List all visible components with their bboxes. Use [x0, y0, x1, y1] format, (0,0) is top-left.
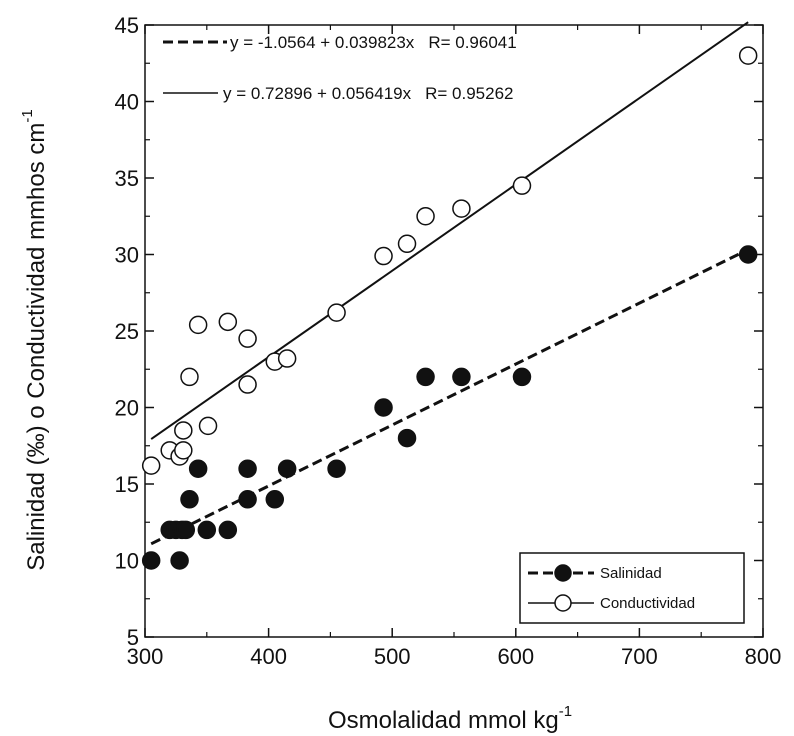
point-salinidad	[277, 459, 297, 478]
point-conductividad	[277, 349, 297, 368]
point-salinidad	[738, 245, 758, 264]
point-salinidad	[218, 520, 238, 540]
y-tick-label: 5	[127, 625, 139, 650]
point-conductividad	[512, 176, 532, 195]
y-tick-label: 15	[115, 472, 139, 497]
legend-salinidad-marker	[554, 564, 572, 582]
equation-conductividad: y = 0.72896 + 0.056419x R= 0.95262	[223, 84, 514, 103]
x-tick-label: 500	[374, 644, 411, 669]
point-conductividad	[452, 199, 471, 218]
point-salinidad	[397, 428, 417, 448]
legend: Salinidad Conductividad	[519, 552, 745, 624]
y-tick-label: 20	[115, 396, 139, 421]
y-tick-label: 40	[115, 90, 139, 115]
y-tick-label: 25	[115, 319, 139, 344]
x-tick-label: 800	[745, 644, 782, 669]
equation-salinidad: y = -1.0564 + 0.039823x R= 0.96041	[230, 33, 517, 52]
point-conductividad	[180, 367, 199, 387]
point-conductividad	[238, 329, 257, 348]
fit-line-conductividad	[150, 21, 749, 440]
point-salinidad	[170, 551, 189, 570]
point-conductividad	[174, 421, 193, 440]
point-salinidad	[238, 459, 257, 478]
point-conductividad	[188, 315, 208, 335]
point-salinidad	[197, 520, 217, 540]
legend-conductividad-marker	[554, 594, 572, 612]
point-salinidad	[327, 459, 346, 478]
x-tick-label: 600	[497, 644, 534, 669]
point-conductividad	[397, 234, 417, 254]
y-tick-label: 45	[115, 13, 139, 38]
point-conductividad	[327, 303, 346, 322]
plot-area	[144, 24, 764, 638]
x-tick-label: 300	[127, 644, 164, 669]
y-axis-title: Salinidad (‰) o Conductividad mmhos cm-1	[19, 109, 50, 571]
x-axis: 300 400 500 600 700 800	[127, 25, 782, 669]
point-conductividad	[238, 375, 257, 394]
point-conductividad	[198, 416, 218, 436]
point-salinidad	[180, 490, 199, 509]
point-salinidad	[141, 551, 161, 570]
point-salinidad	[238, 490, 257, 509]
point-salinidad	[374, 398, 393, 417]
point-conductividad	[738, 46, 758, 65]
point-conductividad	[374, 246, 393, 266]
x-axis-title: Osmolalidad mmol kg-1	[328, 703, 572, 734]
point-conductividad	[218, 312, 238, 332]
legend-salinidad-label: Salinidad	[600, 565, 662, 582]
plot-border	[144, 24, 764, 638]
point-salinidad	[416, 367, 435, 387]
y-tick-label: 30	[115, 243, 139, 268]
legend-conductividad-label: Conductividad	[600, 595, 695, 612]
y-tick-label: 35	[115, 166, 139, 191]
x-tick-label: 700	[621, 644, 658, 669]
point-salinidad	[265, 490, 285, 509]
point-conductividad	[141, 456, 161, 475]
point-salinidad	[452, 367, 471, 387]
point-salinidad	[188, 459, 208, 478]
y-axis: 5 10 15 20 25 30 35 40 45	[115, 13, 763, 650]
point-conductividad	[174, 441, 193, 460]
legend-box	[519, 552, 745, 624]
point-salinidad	[176, 520, 196, 540]
equation-annotations: y = -1.0564 + 0.039823x R= 0.96041 y = 0.…	[163, 33, 517, 103]
point-conductividad	[416, 207, 435, 226]
point-salinidad	[512, 367, 532, 387]
y-tick-label: 10	[115, 549, 139, 574]
data-points	[141, 46, 758, 570]
x-tick-label: 400	[250, 644, 287, 669]
